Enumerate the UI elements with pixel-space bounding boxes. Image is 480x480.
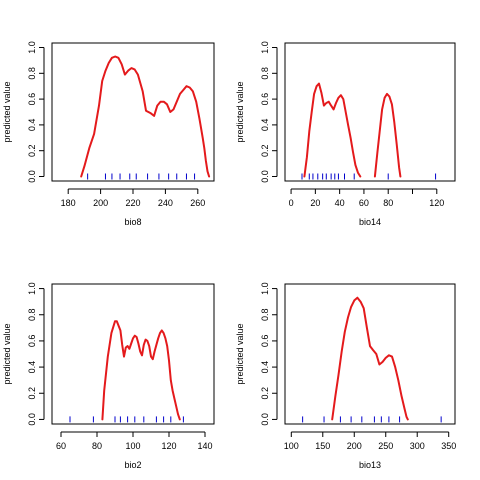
plot-frame <box>51 283 215 425</box>
x-tick-label: 150 <box>315 441 330 451</box>
y-axis-title: predicted value <box>2 81 12 142</box>
x-axis-title: bio13 <box>359 460 381 470</box>
y-tick-label: 0.4 <box>260 361 270 374</box>
y-tick-label: 0.2 <box>27 387 37 400</box>
x-tick-label: 120 <box>161 441 176 451</box>
plot-frame <box>51 42 215 182</box>
x-tick-label: 60 <box>359 198 369 208</box>
chart-panel-bio13: 100 150 200 250 300 350 0.0 0.2 0.4 0.6 0.8 1.0 bio1… <box>235 282 456 470</box>
response-curve-segment-1 <box>80 55 211 178</box>
y-tick-label: 0.0 <box>27 170 37 183</box>
response-curve-segment-1 <box>331 296 409 421</box>
y-tick-label: 0.8 <box>260 67 270 80</box>
response-curve-segment-2 <box>373 92 402 178</box>
y-tick-label: 0.2 <box>260 144 270 157</box>
y-tick-label: 0.0 <box>260 413 270 426</box>
y-tick-label: 0.8 <box>27 67 37 80</box>
chart-panel-bio8: 180 200 220 240 260 0.0 0.2 0.4 0.6 0.8 1.0 bio8 pre… <box>2 41 215 227</box>
x-tick-label: 60 <box>56 441 66 451</box>
y-tick-label: 1.0 <box>27 282 37 295</box>
plot-frame <box>284 42 456 182</box>
x-tick-label: 220 <box>125 198 140 208</box>
y-tick-label: 0.2 <box>27 144 37 157</box>
y-tick-label: 0.4 <box>260 119 270 132</box>
x-tick-label: 80 <box>383 198 393 208</box>
x-axis-title: bio14 <box>359 217 381 227</box>
y-axis-title: predicted value <box>235 323 245 384</box>
response-curve-segment-1 <box>303 82 362 178</box>
x-axis-title: bio8 <box>124 217 141 227</box>
y-tick-label: 1.0 <box>27 41 37 54</box>
y-tick-label: 0.0 <box>260 170 270 183</box>
y-axis-title: predicted value <box>2 323 12 384</box>
x-tick-label: 250 <box>378 441 393 451</box>
x-tick-label: 180 <box>61 198 76 208</box>
y-tick-label: 0.8 <box>260 308 270 321</box>
x-tick-label: 350 <box>441 441 456 451</box>
y-tick-label: 0.6 <box>260 93 270 106</box>
response-curve-segment-1 <box>101 320 181 421</box>
x-tick-label: 100 <box>125 441 140 451</box>
y-tick-label: 1.0 <box>260 41 270 54</box>
y-axis-title: predicted value <box>235 81 245 142</box>
y-tick-label: 0.6 <box>27 335 37 348</box>
x-tick-label: 0 <box>289 198 294 208</box>
x-tick-label: 200 <box>347 441 362 451</box>
x-tick-label: 300 <box>410 441 425 451</box>
x-tick-label: 260 <box>190 198 205 208</box>
y-tick-label: 0.4 <box>27 119 37 132</box>
x-tick-label: 100 <box>284 441 299 451</box>
y-tick-label: 0.4 <box>27 361 37 374</box>
x-axis-title: bio2 <box>124 460 141 470</box>
x-tick-label: 140 <box>197 441 212 451</box>
x-tick-label: 80 <box>92 441 102 451</box>
x-tick-label: 120 <box>429 198 444 208</box>
chart-panel-bio2: 60 80 100 120 140 0.0 0.2 0.4 0.6 0.8 1.0 bio2 predi… <box>2 282 215 470</box>
x-tick-label: 20 <box>310 198 320 208</box>
y-tick-label: 0.6 <box>27 93 37 106</box>
y-tick-label: 0.8 <box>27 308 37 321</box>
y-tick-label: 0.2 <box>260 387 270 400</box>
y-tick-label: 0.6 <box>260 335 270 348</box>
y-tick-label: 1.0 <box>260 282 270 295</box>
plot-frame <box>284 283 456 425</box>
chart-panel-bio14: 0 20 40 60 80 120 0.0 0.2 0.4 0.6 0.8 1.0 bio14 predi… <box>235 41 456 227</box>
x-tick-label: 240 <box>158 198 173 208</box>
x-tick-label: 200 <box>93 198 108 208</box>
x-tick-label: 40 <box>335 198 345 208</box>
y-tick-label: 0.0 <box>27 413 37 426</box>
